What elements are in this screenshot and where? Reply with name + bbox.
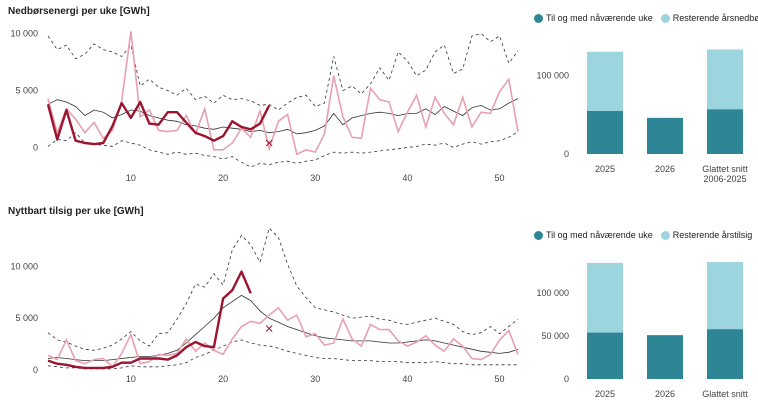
bar-to-date: [647, 335, 683, 379]
bar-y-tick-label: 0: [564, 374, 569, 384]
legend-item-to-date[interactable]: Til og med nåværende uke: [534, 13, 653, 23]
y-tick-label: 10 000: [10, 261, 38, 271]
x-tick-label: 40: [402, 374, 412, 384]
bar-y-tick-label: 50 000: [541, 331, 569, 341]
y-tick-label: 10 000: [10, 29, 38, 39]
x-tick-label: 20: [218, 173, 228, 183]
bar-to-date: [587, 332, 623, 379]
bar-y-tick-label: 100 000: [536, 288, 569, 298]
line-chart-title-2: Nyttbart tilsig per uke [GWh]: [8, 206, 144, 217]
current-year-line: [46, 100, 271, 146]
legend-dot-light-icon: [660, 230, 670, 240]
bar-category-label: 2025: [595, 164, 615, 174]
bar-y-tick-label: 0: [564, 149, 569, 159]
median-line: [47, 294, 519, 361]
bar-remaining: [587, 262, 623, 333]
lower-band-line: [47, 339, 518, 370]
bar-to-date: [587, 110, 623, 154]
lower-band-line: [47, 131, 519, 168]
bar-legend-2: Til og med nåværende uke Resterende årst…: [534, 230, 758, 240]
current-year-line: [47, 270, 252, 370]
y-tick-label: 0: [33, 143, 38, 153]
forecast-marker: [265, 325, 273, 332]
legend-label: Til og med nåværende uke: [546, 230, 653, 240]
bar-to-date: [707, 109, 743, 154]
y-tick-label: 0: [33, 365, 38, 375]
x-tick-label: 10: [126, 374, 136, 384]
previous-year-line: [47, 306, 519, 369]
legend-label: Resterende årstilsig: [672, 230, 753, 240]
previous-year-line: [47, 31, 519, 156]
y-tick-label: 5 000: [15, 86, 38, 96]
x-tick-label: 40: [402, 173, 412, 183]
x-tick-label: 30: [310, 374, 320, 384]
x-tick-label: 50: [495, 173, 505, 183]
x-tick-label: 30: [310, 173, 320, 183]
bar-to-date: [647, 117, 683, 154]
bar-category-label: 2025: [595, 389, 615, 399]
line-chart-title-1: Nedbørsenergi per uke [GWh]: [8, 6, 150, 17]
x-tick-label: 20: [218, 374, 228, 384]
bar-category-label: Glattet snitt: [702, 389, 748, 399]
forecast-marker: [265, 139, 273, 147]
bar-remaining: [707, 49, 743, 110]
bar-category-label-line2: 2006-2025: [703, 174, 746, 184]
y-tick-label: 5 000: [15, 313, 38, 323]
bar-category-label: 2026: [655, 164, 675, 174]
upper-band-line: [47, 227, 519, 351]
legend-dot-dark-icon: [534, 230, 543, 240]
bar-remaining: [707, 262, 743, 330]
legend-item-remaining[interactable]: Resterende årstilsig: [660, 230, 753, 240]
bar-category-label: 2026: [655, 389, 675, 399]
legend-dot-dark-icon: [534, 13, 543, 23]
bar-y-tick-label: 100 000: [536, 70, 569, 80]
bar-legend-1: Til og med nåværende uke Resterende årsn…: [534, 13, 758, 23]
legend-item-to-date[interactable]: Til og med nåværende uke: [534, 230, 653, 240]
legend-label: Til og med nåværende uke: [546, 13, 653, 23]
bar-to-date: [707, 329, 743, 379]
x-tick-label: 50: [495, 374, 505, 384]
legend-label: Resterende årsnedbør: [672, 13, 758, 23]
bar-remaining: [587, 51, 623, 111]
x-tick-label: 10: [126, 173, 136, 183]
legend-item-remaining[interactable]: Resterende årsnedbør: [660, 13, 758, 23]
bar-category-label: Glattet snitt: [702, 164, 748, 174]
legend-dot-light-icon: [660, 13, 670, 23]
